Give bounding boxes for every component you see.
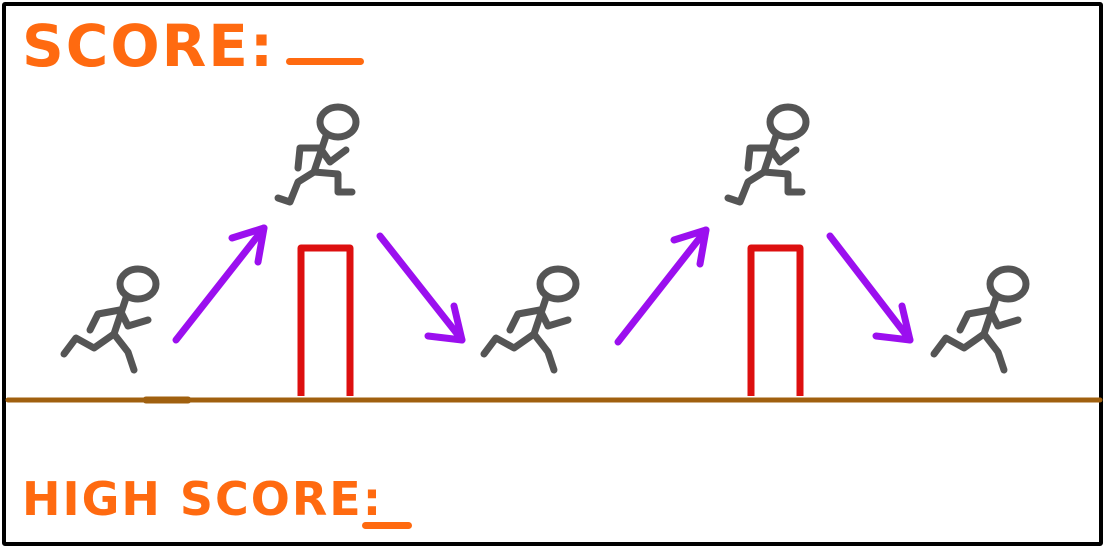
arrow-down-right-icon xyxy=(376,232,466,344)
stick-runner xyxy=(484,269,576,370)
score-label: SCORE: xyxy=(22,12,276,80)
arrow-up-right-icon xyxy=(172,224,268,344)
stick-runner xyxy=(64,269,156,370)
high-score-value-blank xyxy=(362,522,412,529)
arrow-down-right-icon xyxy=(826,232,914,344)
stick-runner xyxy=(934,269,1026,370)
stick-runner-jumping xyxy=(278,107,356,202)
stick-runner-jumping xyxy=(728,107,806,202)
game-frame xyxy=(2,2,1103,546)
obstacle-2 xyxy=(747,244,804,396)
score-value-blank xyxy=(286,58,364,65)
high-score-label: HIGH SCORE: xyxy=(22,472,384,526)
arrow-up-right-icon xyxy=(614,226,710,346)
obstacle-1 xyxy=(297,244,354,396)
